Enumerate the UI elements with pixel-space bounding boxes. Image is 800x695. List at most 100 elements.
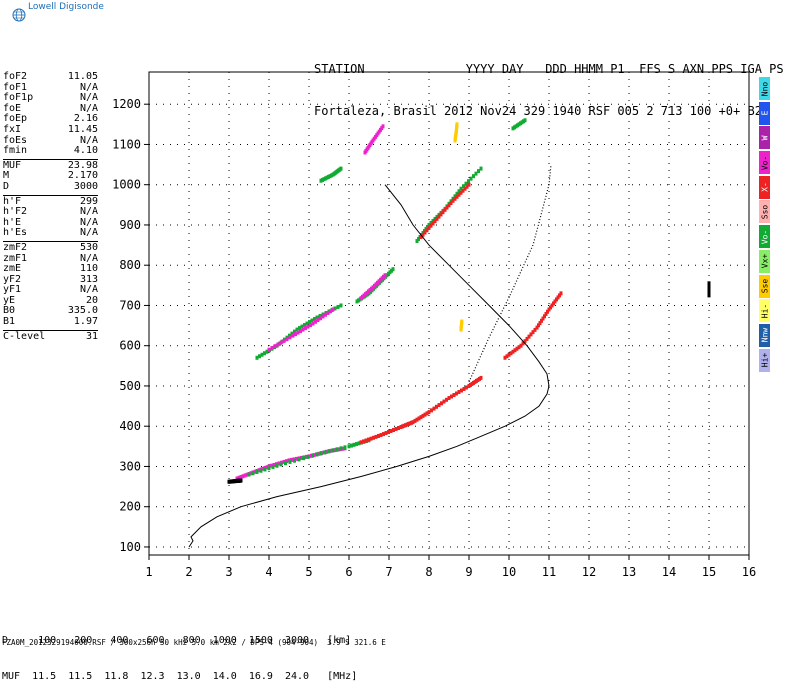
echo-point [237,475,241,480]
echo-point [421,232,425,237]
param-value: N/A [79,252,98,264]
legend-label: Nnw [760,328,769,343]
echo-point [453,194,457,199]
echo-point [339,446,343,451]
echo-point [326,310,330,315]
param-row: foEp 2.16 [3,114,98,125]
echo-point [321,314,325,319]
param-row: foF1p N/A [3,93,98,104]
echo-point [249,471,253,476]
legend-label: W [760,135,769,141]
param-value: 299 [79,195,98,207]
echo-point [477,169,480,174]
echo-point [258,354,261,359]
echo-point [452,393,456,398]
echo-point [288,459,292,464]
echo-point [270,345,274,350]
echo-point [445,397,448,402]
echo-point [251,471,255,476]
echo-point [415,239,419,244]
echo-point [318,314,322,319]
param-value: N/A [79,206,98,218]
param-row: foF1 N/A [3,81,98,94]
param-separator [3,329,98,331]
x-tick-label: 11 [542,565,556,579]
echo-point [462,386,466,391]
echo-point [309,323,312,328]
echo-point [474,171,478,176]
echo-point [341,446,345,451]
echo-point [255,355,259,360]
echo-point [299,329,302,334]
echo-point [291,333,295,338]
legend-label: Sse [760,278,769,294]
echo-point [298,326,301,331]
param-row: h'E N/A [3,216,98,229]
echo-point [329,448,333,453]
echo-point [462,184,465,189]
echo-point [505,354,509,359]
echo-point [350,443,353,448]
echo-point [265,349,269,354]
param-row: h'Es N/A [3,228,98,239]
echo-point [311,321,315,326]
echo-point [517,345,521,350]
echo-point [433,216,437,221]
x-tick-label: 10 [502,565,516,579]
echo-point [429,223,433,228]
param-row: zmF2 530 [3,241,98,254]
muf-distance-table: D 100 200 400 600 800 1000 1500 3000 [km… [2,611,357,695]
echo-point [317,451,321,456]
echo-point [310,318,314,323]
param-label: fmin [3,145,28,157]
param-value: 530 [79,241,98,253]
echo-point [450,394,453,399]
y-tick-label: 600 [119,339,141,353]
param-row: h'F 299 [3,195,98,208]
echo-point [472,174,475,179]
echo-point [333,448,337,453]
echo-point [509,351,513,356]
param-label: foF1 [3,81,28,93]
echo-point [327,449,331,454]
echo-point [277,461,281,466]
legend-label: Hi+ [760,352,769,368]
echo-point [294,332,297,337]
y-tick-label: 700 [119,298,141,312]
echo-point [515,346,519,351]
echo-point [343,445,347,450]
echo-point [352,442,356,447]
echo-point [367,437,370,442]
x-tick-label: 13 [622,565,636,579]
echo-point [447,396,451,401]
param-row: M 2.170 [3,171,98,182]
param-label: h'F [3,195,22,207]
echo-point [305,321,309,326]
echo-point [465,184,469,189]
y-tick-label: 1200 [112,97,141,111]
echo-point [419,415,423,420]
echo-point [302,456,305,461]
echo-point [247,472,251,477]
echo-point [431,218,435,223]
y-tick-label: 300 [119,459,141,473]
param-label: h'E [3,216,22,228]
legend-swatch: Vx+ [759,249,770,273]
echo-point [300,324,304,329]
echo-point [261,466,265,471]
echo-point [321,312,325,317]
echo-point [435,404,438,409]
logo-text: Lowell Digisonde [28,2,104,12]
param-row: fmin 4.10 [3,146,98,157]
echo-point [379,433,383,438]
param-value: 23.98 [67,159,98,171]
echo-point [359,440,363,445]
echo-point [431,221,435,226]
echo-point [449,201,453,206]
echo-point [467,179,470,184]
echo-point [460,388,463,393]
echo-point [546,309,549,314]
param-row: C-level 31 [3,331,98,343]
param-row: B1 1.97 [3,316,98,328]
echo-point [521,341,525,346]
